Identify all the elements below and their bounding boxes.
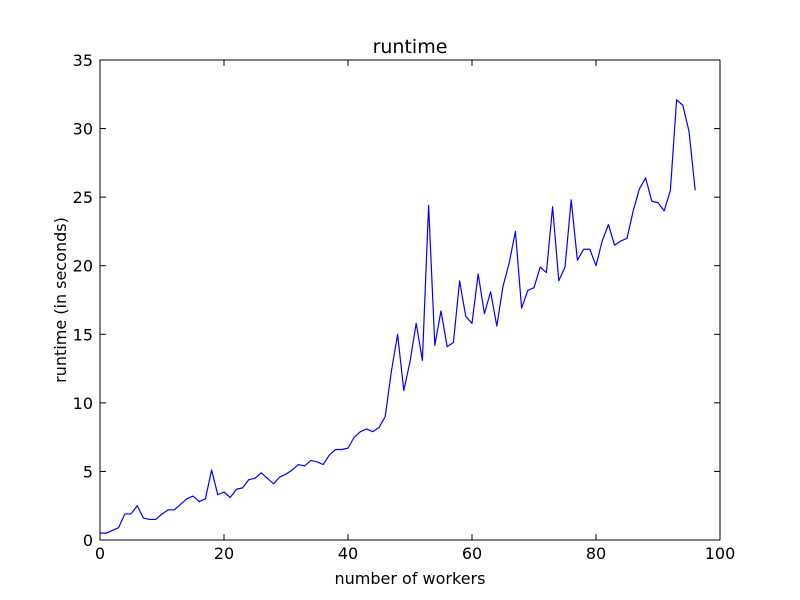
plot-area-frame (99, 59, 721, 541)
y-axis-ticks: 0 5 10 15 20 25 30 35 (73, 51, 720, 550)
x-axis-ticks: 0 20 40 60 80 100 (95, 60, 735, 563)
y-tick-label: 25 (73, 188, 93, 207)
y-tick-label: 10 (73, 394, 93, 413)
y-tick-label: 30 (73, 120, 93, 139)
plot-lines (100, 99, 696, 534)
x-tick-label: 40 (338, 544, 358, 563)
y-tick-label: 5 (83, 462, 93, 481)
x-tick-label: 0 (95, 544, 105, 563)
runtime-series-line (100, 99, 696, 534)
x-axis-label: number of workers (335, 569, 486, 588)
x-tick-label: 20 (214, 544, 234, 563)
y-axis-label: runtime (in seconds) (51, 217, 70, 383)
x-tick-label: 100 (705, 544, 736, 563)
x-tick-label: 80 (586, 544, 606, 563)
chart-title: runtime (373, 36, 448, 58)
y-tick-label: 15 (73, 325, 93, 344)
y-tick-label: 20 (73, 257, 93, 276)
y-tick-label: 35 (73, 51, 93, 70)
x-tick-label: 60 (462, 544, 482, 563)
y-tick-label: 0 (83, 531, 93, 550)
